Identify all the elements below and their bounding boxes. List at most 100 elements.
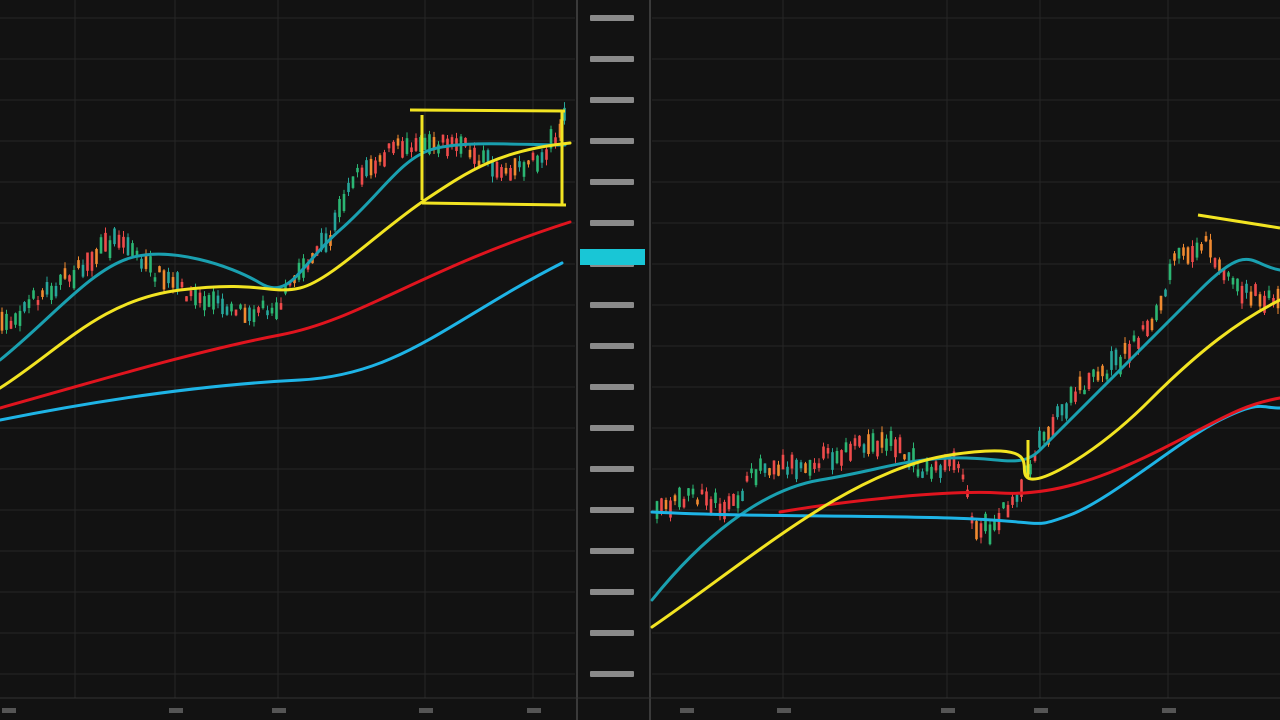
- candle-body: [1092, 369, 1095, 377]
- candle-body: [279, 303, 283, 310]
- price-label-placeholder: [590, 56, 634, 62]
- candle-body: [664, 499, 668, 510]
- candle-body: [898, 437, 902, 454]
- candle-body: [817, 463, 821, 468]
- candle-body: [1177, 247, 1181, 259]
- candle-body: [27, 299, 31, 308]
- candle-body: [678, 487, 681, 508]
- candle-body: [185, 296, 188, 302]
- range-box: [409, 108, 567, 207]
- candle-body: [108, 240, 112, 259]
- candle-body: [1195, 242, 1199, 258]
- candle-body: [50, 285, 53, 300]
- candle-body: [95, 249, 98, 264]
- candle-body: [387, 143, 391, 149]
- candle-body: [468, 149, 472, 158]
- candle-body: [831, 452, 834, 470]
- candle-body: [867, 434, 870, 455]
- candle-body: [162, 270, 166, 290]
- candle-body: [1132, 335, 1136, 342]
- candle-body: [122, 236, 125, 248]
- candle-body: [518, 161, 521, 168]
- price-axis: [2, 15, 1176, 713]
- candle-body: [772, 460, 776, 475]
- candle-body: [1254, 284, 1257, 296]
- candle-body: [840, 450, 843, 466]
- candle-body: [45, 282, 49, 295]
- candle-body: [853, 438, 857, 446]
- time-label-placeholder: [272, 708, 286, 713]
- candle-body: [401, 141, 404, 158]
- candle-body: [673, 495, 677, 502]
- candle-body: [1146, 320, 1149, 337]
- candle-body: [952, 451, 956, 471]
- candle-body: [360, 167, 364, 185]
- candle-body: [351, 176, 355, 188]
- candle-body: [1173, 253, 1176, 261]
- candle-body: [1096, 371, 1100, 381]
- candle-body: [718, 503, 722, 517]
- price-label-placeholder: [590, 630, 634, 636]
- candle-body: [754, 469, 758, 486]
- candle-body: [732, 493, 735, 506]
- price-label-placeholder: [590, 671, 634, 677]
- candle-body: [979, 523, 983, 538]
- candle-body: [63, 268, 67, 279]
- price-label-placeholder: [590, 138, 634, 144]
- candle-body: [1123, 342, 1127, 354]
- candle-body: [315, 246, 319, 256]
- candle-body: [266, 310, 269, 316]
- candle-body: [727, 496, 731, 510]
- candle-body: [396, 138, 400, 146]
- candle-body: [804, 463, 807, 473]
- candle-body: [655, 501, 659, 519]
- candle-body: [230, 303, 233, 312]
- candle-body: [682, 498, 686, 508]
- candle-body: [984, 513, 987, 532]
- candle-body: [423, 137, 427, 151]
- candle-body: [549, 129, 553, 149]
- candle-body: [194, 287, 197, 306]
- candle-body: [1015, 494, 1019, 502]
- candle-body: [934, 461, 938, 471]
- candle-body: [450, 137, 454, 146]
- candle-body: [221, 298, 224, 315]
- candle-body: [428, 134, 431, 154]
- candle-body: [961, 474, 965, 480]
- candle-body: [198, 292, 202, 304]
- price-label-placeholder: [590, 589, 634, 595]
- candle-body: [1033, 454, 1037, 461]
- candle-body: [1105, 373, 1109, 380]
- price-label-placeholder: [590, 425, 634, 431]
- candle-body: [1263, 295, 1266, 313]
- candle-body: [392, 141, 395, 154]
- candle-body: [225, 306, 229, 315]
- candle-body: [378, 155, 382, 162]
- candle-body: [36, 300, 40, 305]
- candle-body: [1087, 373, 1091, 390]
- candle-body: [243, 307, 247, 323]
- candle-body: [135, 250, 139, 258]
- candle-body: [365, 160, 368, 177]
- candle-body: [988, 524, 992, 545]
- time-label-placeholder: [1034, 708, 1048, 713]
- candle-body: [140, 258, 143, 269]
- candle-body: [68, 275, 71, 282]
- candle-body: [464, 137, 467, 147]
- candle-body: [203, 296, 206, 311]
- candles: [0, 102, 1280, 546]
- candle-body: [104, 232, 107, 252]
- candle-body: [347, 182, 350, 193]
- candle-body: [207, 295, 211, 307]
- candle-body: [1191, 245, 1194, 263]
- candle-body: [1150, 318, 1154, 331]
- candle-body: [1159, 295, 1163, 311]
- candle-body: [320, 232, 323, 251]
- candle-body: [41, 290, 44, 297]
- candle-body: [0, 311, 4, 331]
- box-top: [409, 108, 566, 113]
- candle-body: [18, 310, 22, 326]
- candle-body: [1222, 269, 1226, 281]
